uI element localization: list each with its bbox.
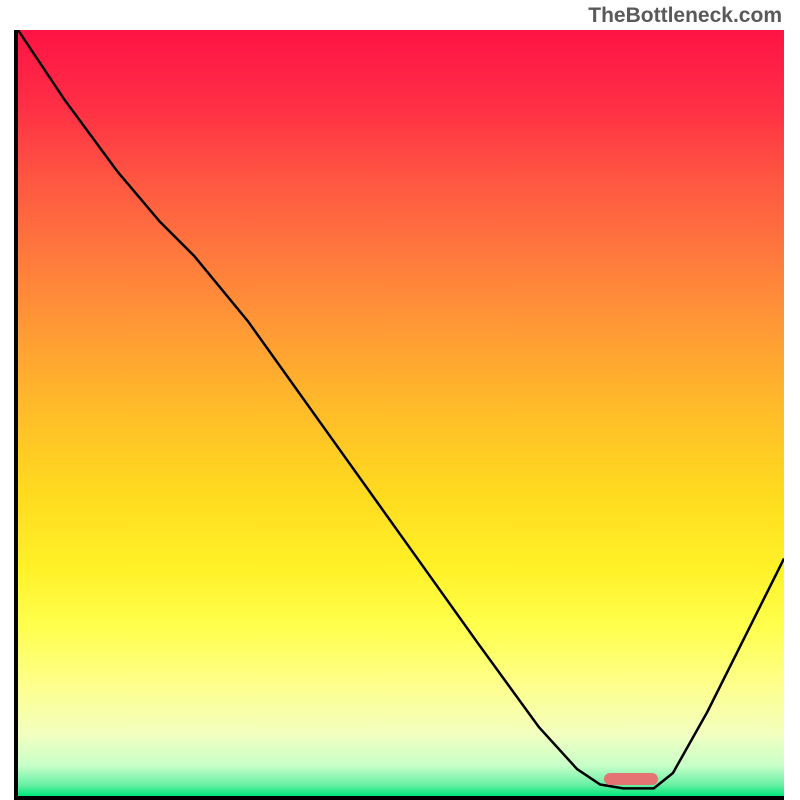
chart-area: [14, 30, 784, 800]
optimal-marker: [604, 773, 658, 785]
watermark-text: TheBottleneck.com: [588, 4, 782, 28]
curve-line: [18, 30, 784, 796]
